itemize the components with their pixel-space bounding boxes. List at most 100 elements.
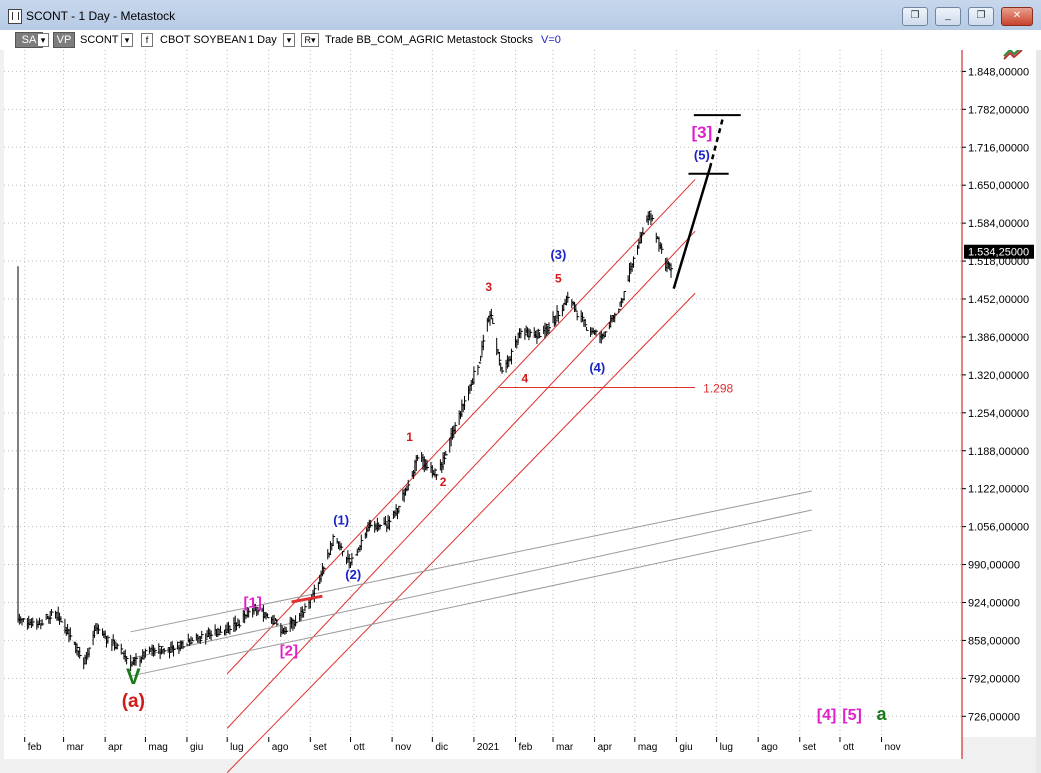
x-tick-label: nov [395, 742, 411, 753]
wave-label: (5) [694, 147, 710, 162]
x-tick-label: apr [108, 742, 123, 753]
y-tick-label: 924,00000 [968, 597, 1020, 609]
symbol-label: SCONT [80, 34, 119, 46]
wave-label: 4 [522, 371, 529, 385]
toolbar-info: Trade BB_COM_AGRIC Metastock Stocks [325, 34, 534, 46]
breakout-segment [291, 594, 323, 604]
x-tick-label: lug [230, 742, 243, 753]
period-label: 1 Day [248, 34, 277, 46]
y-tick-label: 1.650,00000 [968, 180, 1029, 192]
window-title: SCONT - 1 Day - Metastock [26, 9, 176, 23]
period-dropdown-icon[interactable]: ▾ [283, 33, 295, 47]
restore-button[interactable]: ❐ [968, 7, 994, 26]
scrollbar-strip[interactable] [1036, 30, 1041, 773]
x-tick-label: set [803, 742, 817, 753]
compare-icon[interactable] [1003, 46, 1023, 60]
x-axis-labels: feb mar apr mag giu lug ago set ott nov dic 2021 feb… [24, 737, 901, 753]
y-tick-label: 1.056,00000 [968, 522, 1029, 534]
x-tick-label: lug [720, 742, 733, 753]
y-tick-label: 1.122,00000 [968, 484, 1029, 496]
wave-label: 3 [485, 280, 492, 294]
annotations: 1.298 [291, 114, 741, 604]
date-axis [4, 737, 962, 759]
wave-label: (1) [333, 512, 349, 527]
y-tick-label: 1.584,00000 [968, 218, 1029, 230]
x-tick-label: feb [518, 742, 532, 753]
channel-lines [130, 179, 812, 773]
y-tick-label: 858,00000 [968, 635, 1020, 647]
y-tick-label: 1.848,00000 [968, 66, 1029, 78]
x-tick-label: nov [885, 742, 901, 753]
plot-area [4, 30, 962, 737]
x-tick-label: 2021 [477, 742, 500, 753]
security-name: CBOT SOYBEAN [160, 34, 247, 46]
channel-line [130, 490, 812, 633]
channel-line [130, 529, 812, 677]
minimize-button[interactable]: _ [935, 7, 961, 26]
x-tick-label: mar [67, 742, 85, 753]
chart-document-icon [8, 9, 22, 24]
y-tick-label: 1.254,00000 [968, 408, 1029, 420]
x-tick-label: mar [556, 742, 574, 753]
x-tick-label: mag [148, 742, 167, 753]
y-tick-label: 1.452,00000 [968, 294, 1029, 306]
x-tick-label: apr [598, 742, 613, 753]
window-extra-button[interactable]: ❐ [902, 7, 928, 26]
wave-label: [1] [243, 595, 261, 612]
sa-dropdown-icon[interactable]: ▾ [37, 33, 49, 47]
price-axis [962, 30, 1037, 737]
y-tick-label: 1.518,00000 [968, 256, 1029, 268]
channel-line [130, 509, 812, 659]
y-tick-label: 1.188,00000 [968, 446, 1029, 458]
x-tick-label: giu [190, 742, 203, 753]
channel-line [226, 292, 696, 773]
wave-label: [4] [817, 707, 837, 724]
wave-label: 1 [406, 430, 413, 444]
wave-label: [2] [280, 642, 298, 659]
wave-label: V [126, 664, 141, 689]
support-level-label: 1.298 [703, 382, 733, 396]
wave-label: (4) [589, 360, 605, 375]
vp-button[interactable]: VP [53, 32, 75, 48]
title-bar: SCONT - 1 Day - Metastock ❐ _ ❐ ✕ [0, 0, 1041, 31]
x-tick-label: dic [435, 742, 448, 753]
y-tick-label: 1.320,00000 [968, 370, 1029, 382]
chart-toolbar: SA ▾ VP SCONT ▾ f CBOT SOYBEAN 1 Day ▾ R… [0, 30, 1041, 50]
wave-label: (3) [550, 247, 566, 262]
close-button[interactable]: ✕ [1001, 7, 1033, 26]
price-bars [17, 210, 674, 671]
x-tick-label: mag [638, 742, 657, 753]
x-tick-label: set [313, 742, 327, 753]
channel-line [226, 230, 696, 729]
x-tick-label: ago [272, 742, 289, 753]
y-tick-label: 726,00000 [968, 711, 1020, 723]
wave-label: 2 [440, 475, 447, 489]
wave-label: (2) [345, 567, 361, 582]
y-tick-label: 1.386,00000 [968, 332, 1029, 344]
y-tick-label: 990,00000 [968, 560, 1020, 572]
wave-label: [5] [842, 707, 862, 724]
last-price-marker [964, 244, 1034, 259]
y-tick-label: 1.716,00000 [968, 142, 1029, 154]
x-tick-label: feb [28, 742, 42, 753]
r-dropdown-button[interactable]: R▾ [301, 33, 319, 47]
last-price-label: 1.534,25000 [968, 247, 1029, 259]
wave-label: (a) [122, 691, 145, 712]
x-tick-label: ago [761, 742, 778, 753]
channel-line [226, 179, 696, 675]
y-axis-labels: 1.848,00000 1.782,00000 1.716,00000 1.650,0… [962, 66, 1034, 723]
x-tick-label: ott [843, 742, 854, 753]
wave-label: 5 [555, 271, 562, 285]
function-box[interactable]: f [141, 33, 153, 47]
y-tick-label: 792,00000 [968, 673, 1020, 685]
x-tick-label: giu [679, 742, 692, 753]
price-chart: 1.298 1.848,000001.782,000001.716,000001… [4, 30, 1041, 773]
y-tick-label: 1.782,00000 [968, 104, 1029, 116]
wave-labels: V(a) [1] [2] (1) (2) 1 2 3 4 5 (3) (4) (5) [3] [4] [5] a [122, 123, 888, 724]
volume-indicator: V=0 [541, 34, 561, 46]
wave-label: a [877, 704, 888, 724]
projection-line [672, 167, 712, 290]
symbol-dropdown-icon[interactable]: ▾ [121, 33, 133, 47]
x-tick-label: ott [354, 742, 365, 753]
